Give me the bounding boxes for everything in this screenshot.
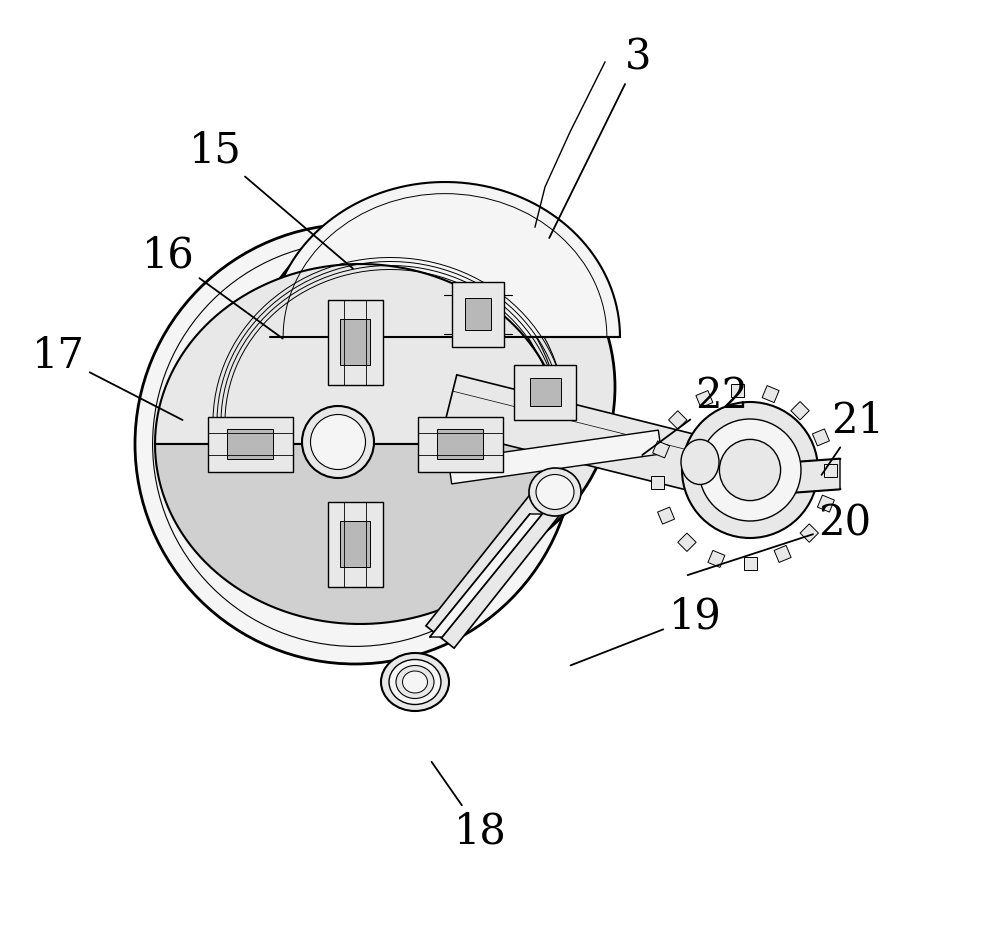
Ellipse shape — [396, 665, 434, 698]
Text: 3: 3 — [549, 36, 651, 238]
Text: 18: 18 — [432, 761, 506, 853]
Polygon shape — [155, 264, 565, 444]
Bar — [452, 281, 504, 347]
Bar — [328, 299, 382, 385]
Bar — [340, 319, 370, 365]
Ellipse shape — [536, 474, 574, 510]
Bar — [824, 463, 836, 476]
Bar — [762, 386, 779, 403]
Bar — [730, 383, 744, 396]
Ellipse shape — [402, 671, 428, 693]
Polygon shape — [730, 459, 840, 497]
Polygon shape — [155, 444, 565, 624]
Polygon shape — [430, 514, 542, 637]
Bar — [328, 501, 382, 586]
Text: 15: 15 — [189, 130, 353, 268]
Bar — [650, 476, 664, 489]
Polygon shape — [443, 375, 737, 500]
Text: 19: 19 — [571, 596, 721, 665]
Bar — [678, 533, 696, 552]
Bar — [791, 402, 809, 420]
Ellipse shape — [389, 660, 441, 705]
Text: 20: 20 — [688, 502, 872, 575]
Ellipse shape — [135, 224, 575, 664]
Bar — [437, 429, 483, 459]
Bar — [465, 297, 491, 330]
Ellipse shape — [529, 468, 581, 516]
Text: 16: 16 — [142, 234, 283, 338]
Ellipse shape — [699, 419, 801, 521]
Bar — [812, 429, 829, 445]
Bar — [800, 524, 818, 542]
Ellipse shape — [310, 415, 366, 470]
Polygon shape — [448, 431, 662, 484]
Ellipse shape — [719, 439, 781, 500]
Bar — [653, 441, 670, 458]
Bar — [669, 411, 687, 429]
Bar — [774, 545, 791, 562]
Bar — [530, 378, 560, 405]
Ellipse shape — [681, 440, 719, 485]
Bar — [658, 507, 675, 524]
Bar — [208, 417, 292, 472]
Text: 17: 17 — [32, 335, 183, 420]
Text: 21: 21 — [822, 400, 885, 475]
Bar — [817, 495, 834, 512]
Ellipse shape — [302, 406, 374, 478]
Bar — [340, 521, 370, 568]
Text: 22: 22 — [642, 375, 749, 455]
Bar — [418, 417, 503, 472]
Ellipse shape — [682, 402, 818, 538]
Polygon shape — [426, 481, 569, 648]
Bar — [227, 429, 273, 459]
Bar — [708, 551, 725, 568]
Bar — [514, 364, 576, 419]
Bar — [696, 391, 713, 407]
Polygon shape — [270, 182, 620, 337]
Bar — [744, 556, 757, 569]
Ellipse shape — [381, 653, 449, 711]
Ellipse shape — [245, 202, 615, 572]
